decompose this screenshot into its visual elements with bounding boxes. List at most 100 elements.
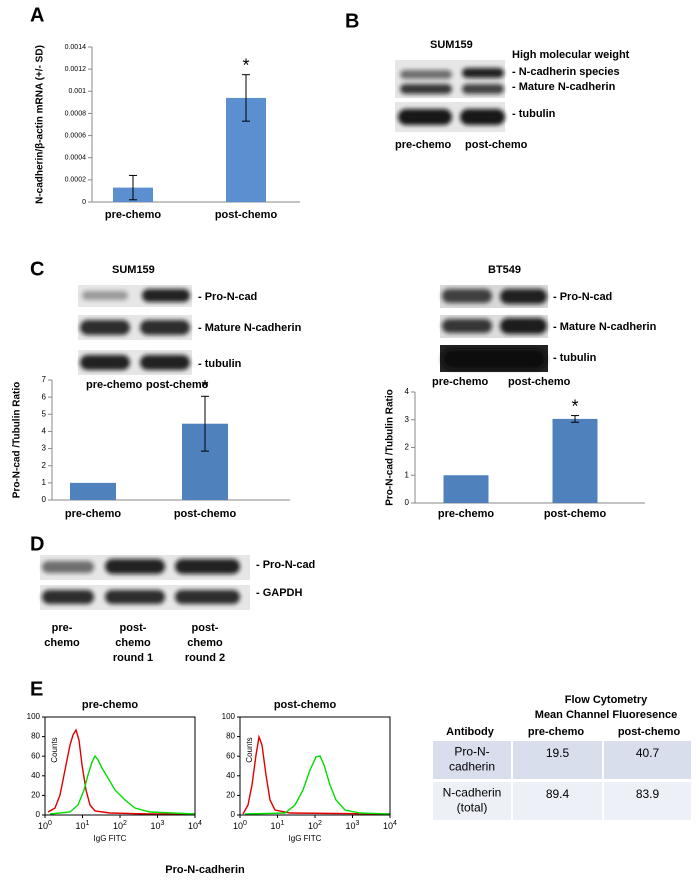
lane-label: pre- <box>52 622 73 634</box>
band-label: - N-cadherin species <box>512 66 620 78</box>
band-label: - Mature N-cadherin <box>198 322 302 334</box>
x-tick-label: post-chemo <box>215 209 278 221</box>
y-tick-label: 7 <box>42 375 47 384</box>
x-axis-label: IgG FITC <box>94 834 127 843</box>
isotype-curve <box>47 728 195 815</box>
table-cell <box>602 780 693 822</box>
table-cell <box>602 739 693 781</box>
y-tick-label: 0 <box>42 495 47 504</box>
error-bar <box>129 174 137 201</box>
table-cell <box>511 780 604 822</box>
tick-base: 10 <box>346 821 356 831</box>
blot-band <box>80 355 130 370</box>
tick-exponent: 0 <box>48 820 52 827</box>
panel-label: E <box>30 678 43 700</box>
bar <box>443 475 489 503</box>
x-tick-label: 101 <box>271 820 285 832</box>
y-axis-label: Pro-N-cad /Tubulin Ratio <box>385 389 396 505</box>
x-tick-label: 102 <box>113 820 127 832</box>
significance-marker: * <box>242 55 249 75</box>
cell-line: SUM159 <box>112 264 155 276</box>
lane-label: post- <box>120 622 147 634</box>
y-tick-label: 100 <box>27 712 41 721</box>
error-bar <box>242 74 250 122</box>
y-axis-label: N-cadherin/β-actin mRNA (+/- SD) <box>35 45 46 204</box>
tick-exponent: 4 <box>198 820 202 827</box>
blot-band <box>460 109 505 125</box>
plot-frame <box>239 716 391 816</box>
tick-base: 10 <box>271 821 281 831</box>
tick-exponent: 4 <box>393 820 397 827</box>
blot-band <box>442 349 546 369</box>
lane-label: round 2 <box>185 652 225 664</box>
significance-marker: * <box>571 396 578 416</box>
tick-base: 10 <box>76 821 86 831</box>
y-tick-label: 40 <box>31 771 40 780</box>
y-tick-label: 1 <box>42 478 47 487</box>
x-tick-label: 100 <box>38 820 52 832</box>
y-tick-label: 3 <box>42 444 47 453</box>
antibody-curve <box>49 754 196 815</box>
y-tick-label: 60 <box>31 751 40 760</box>
x-tick-label: pre-chemo <box>65 508 122 520</box>
blot-band <box>42 561 94 573</box>
tick-base: 10 <box>38 821 48 831</box>
blot-band <box>80 320 130 335</box>
y-tick-label: 80 <box>226 732 235 741</box>
blot-band <box>140 355 190 370</box>
y-tick-label: 60 <box>226 751 235 760</box>
y-tick-label: 0.0002 <box>65 177 87 184</box>
tick-exponent: 3 <box>161 820 165 827</box>
band-label: - tubulin <box>512 108 556 120</box>
y-tick-label: 0 <box>82 199 86 206</box>
table-header: post-chemo <box>618 726 681 738</box>
error-bar <box>201 395 209 452</box>
band-label: - Pro-N-cad <box>198 291 257 303</box>
band-label: - GAPDH <box>256 587 303 599</box>
isotype-curve <box>242 734 391 815</box>
y-tick-label: 0 <box>405 498 410 507</box>
y-tick-label: 0.0006 <box>65 132 87 139</box>
tick-exponent: 2 <box>318 820 322 827</box>
table-header: pre-chemo <box>528 726 585 738</box>
panel-label: D <box>30 533 44 555</box>
y-tick-label: 2 <box>42 461 47 470</box>
x-tick-label: 102 <box>308 820 322 832</box>
tick-base: 10 <box>188 821 198 831</box>
bar <box>552 418 598 503</box>
blot-band <box>142 289 190 302</box>
blot-band <box>398 109 452 125</box>
table-title: Flow Cytometry <box>565 694 648 706</box>
band-label: High molecular weight <box>512 49 630 61</box>
blot-band <box>175 590 240 604</box>
table-title: Mean Channel Fluoresence <box>535 709 677 721</box>
blot-band <box>500 289 547 304</box>
band-label: - Pro-N-cad <box>553 291 612 303</box>
lane-label: chemo <box>44 637 80 649</box>
error-bar <box>571 415 579 423</box>
cell-line: BT549 <box>488 264 521 276</box>
blot-band <box>175 559 240 574</box>
y-tick-label: 2 <box>405 443 410 452</box>
plot-frame <box>44 716 196 816</box>
cell-text: 83.9 <box>636 787 660 801</box>
blot-band <box>105 590 165 604</box>
tick-exponent: 1 <box>86 820 90 827</box>
cell-text: N-cadherin <box>443 786 502 800</box>
blot-band <box>82 291 128 300</box>
x-tick-label: 104 <box>383 820 397 832</box>
cell-text: 40.7 <box>636 746 660 760</box>
blot-band <box>140 320 190 335</box>
cell-text: cadherin <box>449 760 495 774</box>
tick-base: 10 <box>383 821 393 831</box>
panel-label: B <box>345 10 359 32</box>
y-axis-label: Counts <box>50 737 59 762</box>
y-tick-label: 3 <box>405 415 410 424</box>
blot-band <box>400 70 452 79</box>
y-tick-label: 0 <box>231 810 236 819</box>
band-label: - Pro-N-cad <box>256 559 315 571</box>
band-label: - tubulin <box>553 352 597 364</box>
y-tick-label: 20 <box>31 791 40 800</box>
lane-label: post-chemo <box>465 139 528 151</box>
